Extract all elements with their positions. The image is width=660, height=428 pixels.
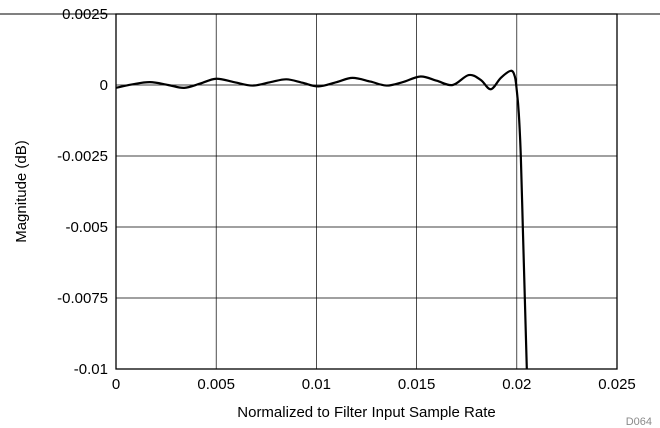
x-tick-label: 0.005	[197, 376, 235, 393]
figure-id: D064	[626, 416, 652, 428]
y-tick-label: -0.0075	[57, 290, 108, 307]
y-tick-label: 0	[100, 77, 108, 94]
x-tick-label: 0.015	[398, 376, 436, 393]
x-tick-labels: 0 0.005 0.01 0.015 0.02 0.025	[112, 376, 636, 393]
grid	[115, 13, 618, 370]
x-tick-label: 0.025	[598, 376, 636, 393]
y-tick-label: -0.01	[74, 361, 108, 378]
series-line	[115, 69, 528, 370]
y-tick-labels: 0.0025 0 -0.0025 -0.005 -0.0075 -0.01	[57, 6, 108, 378]
series-layer	[115, 69, 528, 370]
y-axis-label: Magnitude (dB)	[13, 140, 30, 243]
y-tick-label: -0.0025	[57, 148, 108, 165]
x-tick-label: 0	[112, 376, 120, 393]
x-tick-label: 0.02	[502, 376, 531, 393]
y-tick-label: 0.0025	[62, 6, 108, 23]
x-axis-label: Normalized to Filter Input Sample Rate	[237, 404, 495, 421]
plot-frame	[115, 13, 618, 370]
x-tick-label: 0.01	[302, 376, 331, 393]
y-tick-label: -0.005	[65, 219, 108, 236]
